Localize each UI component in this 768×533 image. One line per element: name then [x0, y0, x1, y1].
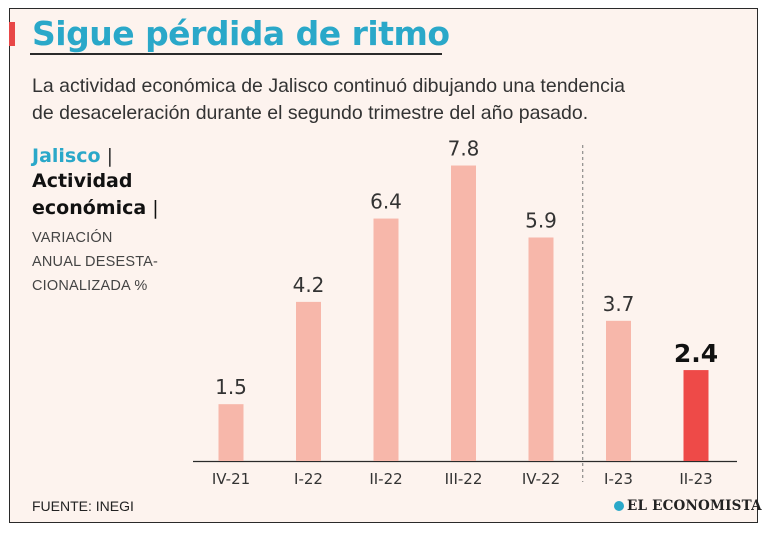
- units-line-3: CIONALIZADA %: [32, 278, 148, 294]
- indicator-name-row-2: económica |: [32, 197, 159, 219]
- data-label-IV-21: 1.5: [215, 375, 247, 399]
- indicator-name-line-1: Actividad: [32, 170, 133, 192]
- x-tick-label-III-22: III-22: [445, 470, 483, 488]
- bar-I-23: [606, 320, 631, 461]
- units-label: VARIACIÓN ANUAL DESESTA- CIONALIZADA %: [32, 226, 202, 298]
- indicator-label: Jalisco | Actividad económica | VARIACIÓ…: [32, 144, 202, 298]
- brand-name: EL ECONOMISTA: [627, 498, 762, 514]
- bar-II-23: [683, 370, 709, 461]
- x-tick-label-II-23: II-23: [679, 470, 712, 488]
- brand-logo: EL ECONOMISTA: [614, 498, 762, 514]
- x-tick-label-I-23: I-23: [604, 470, 633, 488]
- data-label-II-22: 6.4: [370, 190, 402, 214]
- subtitle-line-1: La actividad económica de Jalisco contin…: [32, 75, 625, 97]
- title-underline: [30, 53, 442, 55]
- chart-title: Sigue pérdida de ritmo: [32, 14, 450, 53]
- subtitle-line-2: de desaceleración durante el segundo tri…: [32, 102, 589, 124]
- data-label-II-23: 2.4: [674, 339, 718, 368]
- data-label-I-22: 4.2: [293, 273, 325, 297]
- chart-subtitle: La actividad económica de Jalisco contin…: [32, 73, 712, 127]
- data-label-I-23: 3.7: [603, 292, 635, 316]
- region-label-row: Jalisco |: [32, 145, 113, 167]
- bar-IV-22: [528, 237, 554, 461]
- data-label-III-22: 7.8: [448, 137, 480, 161]
- title-accent-bar: [9, 22, 15, 46]
- x-tick-label-II-22: II-22: [369, 470, 402, 488]
- units-line-2: ANUAL DESESTA-: [32, 254, 159, 270]
- data-label-IV-22: 5.9: [525, 208, 557, 232]
- source-note: FUENTE: INEGI: [32, 498, 134, 514]
- units-line-1: VARIACIÓN: [32, 230, 113, 246]
- bar-I-22: [296, 301, 321, 461]
- x-tick-label-I-22: I-22: [294, 470, 323, 488]
- indicator-name-line-2: económica: [32, 197, 147, 219]
- brand-icon: [614, 501, 624, 511]
- bar-III-22: [451, 165, 476, 462]
- x-tick-label-IV-21: IV-21: [212, 470, 250, 488]
- bar-IV-21: [218, 404, 244, 461]
- x-tick-label-IV-22: IV-22: [522, 470, 560, 488]
- bar-II-22: [373, 218, 399, 461]
- region-label: Jalisco: [32, 145, 101, 167]
